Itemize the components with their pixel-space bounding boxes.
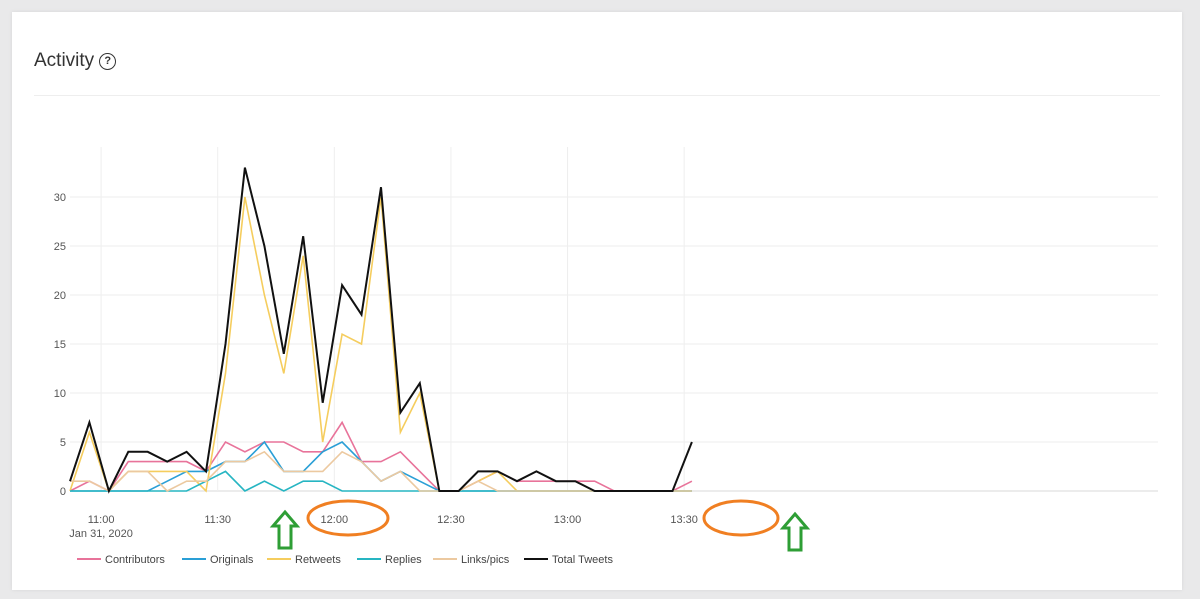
card-header: Activity ? <box>34 46 117 76</box>
y-tick-label: 15 <box>54 339 66 351</box>
y-tick-label: 20 <box>54 290 66 302</box>
legend-item-label[interactable]: Total Tweets <box>552 554 613 566</box>
annotation-ellipse <box>702 499 780 537</box>
activity-card: Activity ? <box>12 12 1182 590</box>
x-tick-label: 13:30 <box>670 514 698 526</box>
y-tick-label: 0 <box>60 486 66 498</box>
legend-item-label[interactable]: Contributors <box>105 554 165 566</box>
header-divider <box>34 95 1160 96</box>
x-tick-label: 13:00 <box>554 514 582 526</box>
series-line-links-pics <box>70 450 692 492</box>
x-tick-label: 12:30 <box>437 514 465 526</box>
x-tick-label: 12:00 <box>321 514 349 526</box>
x-tick-label: 11:30 <box>204 514 231 526</box>
y-tick-label: 10 <box>54 388 66 400</box>
y-tick-label: 30 <box>54 192 66 204</box>
card-title: Activity <box>34 50 95 71</box>
x-date-label: Jan 31, 2020 <box>69 528 133 540</box>
x-tick-label: 11:00 <box>88 514 115 526</box>
legend-item-label[interactable]: Replies <box>385 554 422 566</box>
series-line-contributors <box>69 420 693 493</box>
question-circle-icon[interactable]: ? <box>99 52 117 70</box>
y-tick-label: 5 <box>60 437 66 449</box>
annotation-up-arrow-icon <box>269 509 301 550</box>
legend-item-label[interactable]: Originals <box>210 554 254 566</box>
annotation-ellipse <box>306 499 390 537</box>
annotation-up-arrow-icon <box>779 511 811 552</box>
y-tick-label: 25 <box>54 241 66 253</box>
legend-item-label[interactable]: Links/pics <box>461 554 510 566</box>
legend-item-label[interactable]: Retweets <box>295 554 341 566</box>
series-line-total-tweets <box>69 167 693 494</box>
